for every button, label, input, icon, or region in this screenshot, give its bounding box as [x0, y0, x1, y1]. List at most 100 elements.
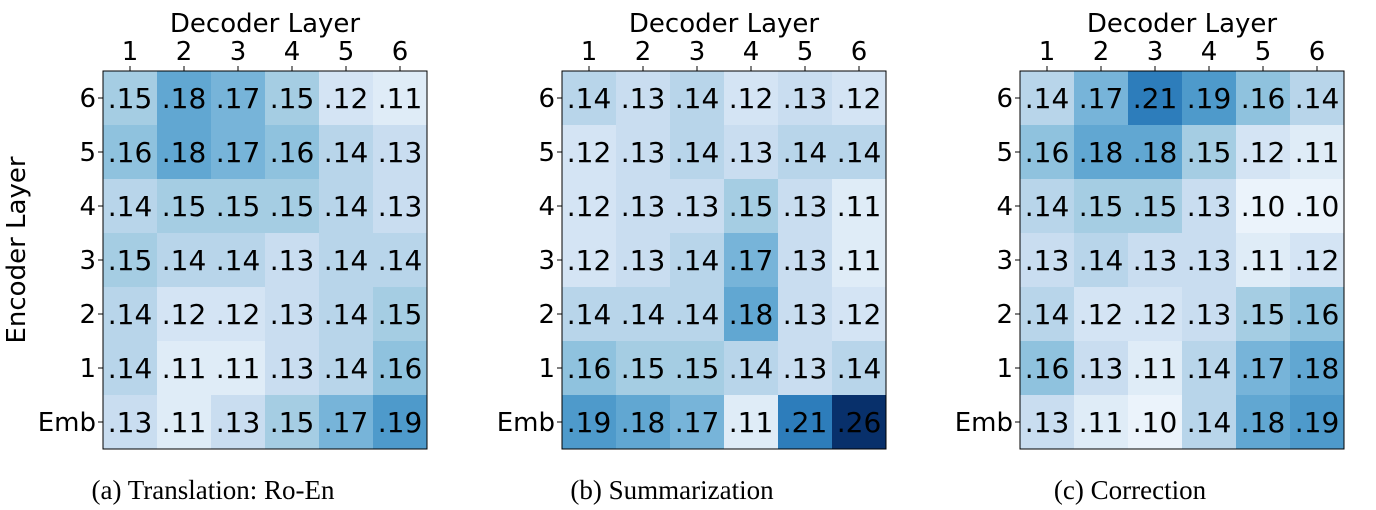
y-tick-label: 6 [996, 84, 1013, 114]
cell-value-label: .11 [1241, 244, 1286, 277]
cell-value-label: .11 [216, 352, 261, 385]
y-tick-label: 1 [79, 354, 96, 384]
cell-value-label: .14 [1025, 190, 1070, 223]
cell-value-label: .21 [783, 406, 828, 439]
cell-value-label: .12 [837, 82, 882, 115]
cell-value-label: .13 [270, 244, 315, 277]
cell-value-label: .15 [108, 82, 153, 115]
cell-value-label: .14 [162, 244, 207, 277]
cell-value-label: .14 [324, 352, 369, 385]
cell-value-label: .16 [1025, 136, 1070, 169]
x-tick-label: 2 [1093, 37, 1110, 67]
y-tick-label: 6 [538, 84, 555, 114]
cell-value-label: .14 [216, 244, 261, 277]
x-tick-label: 1 [122, 37, 139, 67]
cell-value-label: .14 [675, 82, 720, 115]
cell-value-label: .15 [675, 352, 720, 385]
cell-value-label: .16 [567, 352, 612, 385]
cell-value-label: .13 [378, 136, 423, 169]
cell-value-label: .16 [1241, 82, 1286, 115]
heatmap-panel-3: .14.17.21.19.16.14.16.18.18.15.12.11.14.… [955, 9, 1344, 505]
x-tick-label: 4 [743, 37, 760, 67]
cell-value-label: .13 [783, 190, 828, 223]
cell-value-label: .13 [729, 136, 774, 169]
cell-value-label: .13 [675, 190, 720, 223]
cell-value-label: .11 [837, 244, 882, 277]
cell-value-label: .14 [324, 136, 369, 169]
cell-value-label: .14 [783, 136, 828, 169]
cell-value-label: .11 [729, 406, 774, 439]
cell-value-label: .14 [675, 244, 720, 277]
cell-value-label: .19 [567, 406, 612, 439]
cell-value-label: .11 [1295, 136, 1340, 169]
cell-value-label: .14 [621, 298, 666, 331]
cell-value-label: .17 [1241, 352, 1286, 385]
x-tick-label: 5 [1255, 37, 1272, 67]
x-tick-label: 1 [581, 37, 598, 67]
cell-value-label: .13 [1025, 244, 1070, 277]
cell-value-label: .14 [1295, 82, 1340, 115]
y-tick-label: 2 [79, 300, 96, 330]
cell-value-label: .13 [270, 352, 315, 385]
cell-value-label: .13 [378, 190, 423, 223]
cell-value-label: .18 [621, 406, 666, 439]
cell-value-label: .12 [567, 244, 612, 277]
cell-value-label: .15 [270, 190, 315, 223]
cell-value-label: .11 [378, 82, 423, 115]
cell-value-label: .13 [1187, 298, 1232, 331]
cell-value-label: .17 [216, 136, 261, 169]
x-tick-label: 4 [1201, 37, 1218, 67]
cell-value-label: .13 [621, 136, 666, 169]
cell-value-label: .14 [108, 352, 153, 385]
y-tick-label: 5 [996, 138, 1013, 168]
cell-value-label: .10 [1241, 190, 1286, 223]
x-tick-label: 6 [392, 37, 409, 67]
x-tick-label: 6 [1309, 37, 1326, 67]
cell-value-label: .14 [1187, 352, 1232, 385]
cell-value-label: .11 [162, 352, 207, 385]
cell-value-label: .18 [162, 136, 207, 169]
cell-value-label: .12 [567, 136, 612, 169]
panel-caption: (a) Translation: Ro-En [92, 475, 335, 505]
cell-value-label: .21 [1133, 82, 1178, 115]
y-tick-label: 6 [79, 84, 96, 114]
cell-value-label: .13 [621, 244, 666, 277]
x-tick-label: 4 [284, 37, 301, 67]
cell-value-label: .15 [1079, 190, 1124, 223]
y-tick-label: 4 [996, 192, 1013, 222]
cell-value-label: .12 [1079, 298, 1124, 331]
cell-value-label: .14 [324, 190, 369, 223]
cell-value-label: .14 [108, 298, 153, 331]
cell-value-label: .16 [108, 136, 153, 169]
cell-value-label: .13 [216, 406, 261, 439]
panel-caption: (b) Summarization [570, 475, 774, 505]
y-tick-label: 1 [996, 354, 1013, 384]
y-tick-label: 5 [79, 138, 96, 168]
x-tick-label: 5 [338, 37, 355, 67]
y-tick-label: 2 [538, 300, 555, 330]
cell-value-label: .11 [837, 190, 882, 223]
cell-value-label: .13 [621, 82, 666, 115]
y-tick-label: 3 [538, 246, 555, 276]
cell-value-label: .14 [324, 298, 369, 331]
cell-value-label: .14 [729, 352, 774, 385]
cell-value-label: .13 [783, 244, 828, 277]
cell-value-label: .18 [1241, 406, 1286, 439]
cell-value-label: .14 [567, 298, 612, 331]
cell-value-label: .15 [1187, 136, 1232, 169]
x-tick-label: 2 [635, 37, 652, 67]
cell-value-label: .14 [837, 352, 882, 385]
y-tick-label: 1 [538, 354, 555, 384]
y-tick-label: 5 [538, 138, 555, 168]
x-tick-label: 1 [1039, 37, 1056, 67]
cell-value-label: .12 [729, 82, 774, 115]
y-tick-label: Emb [497, 408, 555, 438]
heatmap-panel-1: .15.18.17.15.12.11.16.18.17.16.14.13.14.… [2, 9, 427, 505]
x-tick-label: 3 [1147, 37, 1164, 67]
cell-value-label: .14 [675, 136, 720, 169]
cell-value-label: .15 [216, 190, 261, 223]
x-tick-label: 6 [851, 37, 868, 67]
x-tick-label: 3 [689, 37, 706, 67]
cell-value-label: .16 [378, 352, 423, 385]
cell-value-label: .14 [1079, 244, 1124, 277]
